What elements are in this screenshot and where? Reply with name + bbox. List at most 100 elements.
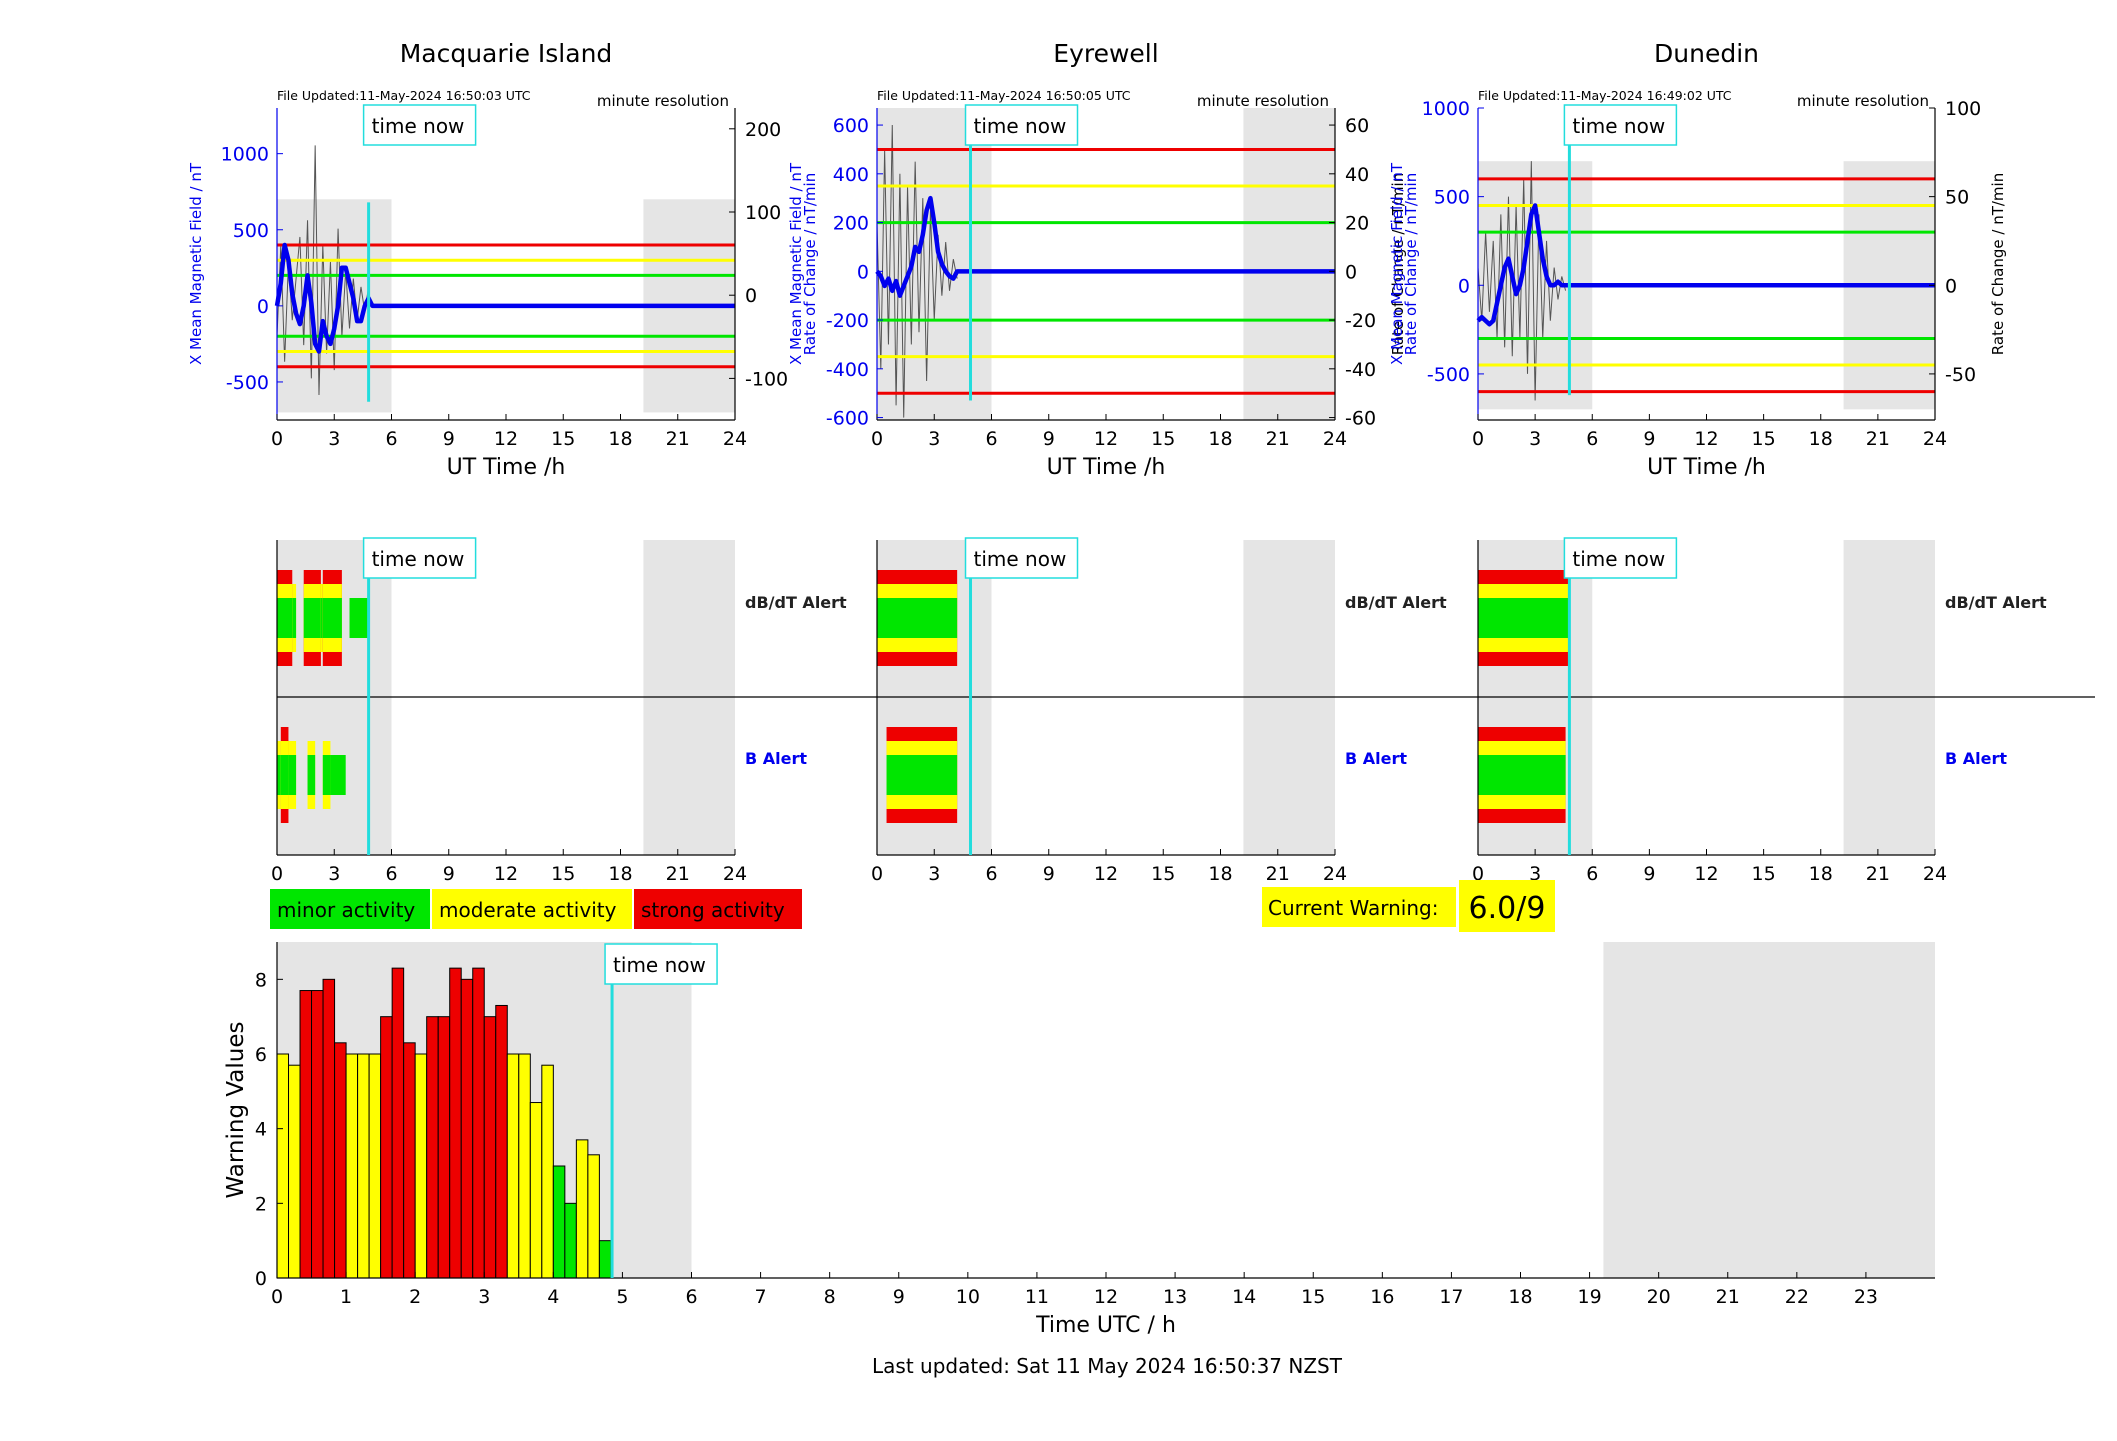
x-tick-label: 6 (1586, 428, 1598, 450)
warning-bar (564, 1202, 577, 1279)
x-tick-label: 18 (1208, 863, 1232, 885)
y-tick-label: 8 (255, 969, 267, 991)
x-axis-label: UT Time /h (447, 455, 566, 480)
station-panel-dunedin: Dunedin File Updated:11-May-2024 16:49:02… (1388, 39, 2007, 480)
x-tick-label: 21 (1866, 863, 1890, 885)
x-tick-label: 9 (443, 428, 455, 450)
alert-panel-dunedin: 0 3 6 9 12 15 18 21 24 dB/dT Alert B Alert time now (1472, 537, 2095, 885)
x-tick-label: 18 (1508, 1286, 1532, 1308)
x-axis-label: UT Time /h (1647, 455, 1766, 480)
x-tick-label: 21 (1866, 428, 1890, 450)
x-tick-label: 15 (1752, 428, 1776, 450)
station-title: Eyrewell (1053, 39, 1158, 68)
warning-bar (345, 1053, 359, 1279)
x-tick-label: 2 (409, 1286, 421, 1308)
x-tick-label: 18 (1208, 428, 1232, 450)
x-tick-label: 6 (985, 428, 997, 450)
legend-swatch-strong (634, 889, 802, 929)
y-tick-label-left: 1000 (221, 144, 269, 166)
dbdt-alert-band-minor (877, 598, 958, 638)
warning-bar (587, 1154, 600, 1279)
x-tick-label: 15 (1151, 863, 1175, 885)
x-tick-label: 0 (271, 428, 283, 450)
current-warning: Current Warning: 6.0/9 (1262, 880, 1555, 932)
y-axis-label-left: X Mean Magnetic Field / nT (1388, 162, 1406, 365)
y-tick-label-right: -60 (1345, 408, 1376, 430)
time-now-label: time now (1572, 547, 1665, 571)
y-tick-label-left: -200 (826, 310, 869, 332)
time-now-label: time now (974, 547, 1067, 571)
y-tick-label-left: 200 (833, 213, 869, 235)
warning-bar (380, 1016, 393, 1279)
x-tick-label: 4 (547, 1286, 559, 1308)
x-tick-label: 9 (1043, 428, 1055, 450)
y-tick-label-left: 0 (1458, 275, 1470, 297)
b-alert-band-minor (1478, 755, 1566, 795)
y-tick-label-right: -100 (745, 368, 788, 390)
time-now-label: time now (372, 114, 465, 138)
x-tick-label: 0 (1472, 428, 1484, 450)
y-tick-label-right: 60 (1345, 115, 1369, 137)
y-tick-label-right: -50 (1945, 364, 1976, 386)
b-alert-label: B Alert (1345, 749, 1407, 768)
y-tick-label-right: 20 (1345, 213, 1369, 235)
x-tick-label: 9 (893, 1286, 905, 1308)
warning-bar (495, 1004, 508, 1279)
x-tick-label: 6 (385, 863, 397, 885)
time-now-box (362, 537, 477, 579)
legend-label-strong: strong activity (641, 898, 785, 922)
y-tick-label-right: 0 (745, 285, 757, 307)
y-tick-label-right: 100 (745, 202, 781, 224)
x-tick-label: 3 (1529, 428, 1541, 450)
mean-field-series (875, 195, 1335, 298)
x-tick-label: 18 (1809, 428, 1833, 450)
x-axis-label: Time UTC / h (1035, 1313, 1176, 1338)
x-tick-label: 17 (1439, 1286, 1463, 1308)
dbdt-alert-label: dB/dT Alert (1945, 593, 2047, 612)
x-tick-label: 12 (494, 863, 518, 885)
x-tick-label: 24 (1323, 863, 1347, 885)
warning-bar (403, 1042, 416, 1279)
x-tick-label: 0 (871, 863, 883, 885)
time-now-box (964, 537, 1079, 579)
x-tick-label: 3 (1529, 863, 1541, 885)
x-tick-label: 3 (328, 863, 340, 885)
x-tick-label: 18 (608, 863, 632, 885)
warning-bar (391, 967, 405, 1279)
warning-bar (357, 1053, 370, 1279)
warning-bar (426, 1016, 439, 1279)
x-tick-label: 11 (1025, 1286, 1049, 1308)
current-warning-value-box (1459, 880, 1555, 932)
y-tick-label-right: -20 (1345, 310, 1376, 332)
x-tick-label: 15 (1301, 1286, 1325, 1308)
y-tick-label: 2 (255, 1193, 267, 1215)
dbdt-alert-band-minor (277, 598, 293, 638)
warning-bar (276, 1053, 290, 1279)
dbdt-alert-label: dB/dT Alert (745, 593, 847, 612)
y-axis-label-right: Rate of Change / nT/min (1389, 173, 1407, 355)
b-alert-band-minor (307, 755, 316, 795)
warning-bar (506, 1053, 520, 1279)
station-title: Dunedin (1654, 39, 1759, 68)
time-now-label: time now (974, 114, 1067, 138)
warning-bar (288, 1064, 301, 1279)
x-tick-label: 15 (551, 863, 575, 885)
b-alert-band-minor (280, 755, 289, 795)
x-tick-label: 9 (1643, 863, 1655, 885)
file-updated-text: File Updated:11-May-2024 16:50:05 UTC (877, 88, 1131, 103)
x-tick-label: 12 (494, 428, 518, 450)
dbdt-alert-band-minor (349, 598, 369, 638)
station-panel-macquarie: Macquarie Island File Updated:11-May-2024… (187, 39, 788, 480)
y-axis-label-right: Rate of Change / nT/min (1989, 173, 2007, 355)
night-shade (1603, 942, 1935, 1278)
last-updated-text: Last updated: Sat 11 May 2024 16:50:37 N… (872, 1354, 1343, 1378)
file-updated-text: File Updated:11-May-2024 16:50:03 UTC (277, 88, 531, 103)
warning-bar (334, 1042, 347, 1279)
warning-bar (598, 1240, 612, 1279)
time-now-label: time now (613, 953, 706, 977)
x-tick-label: 6 (685, 1286, 697, 1308)
x-tick-label: 10 (956, 1286, 980, 1308)
time-now-box (1563, 104, 1678, 146)
